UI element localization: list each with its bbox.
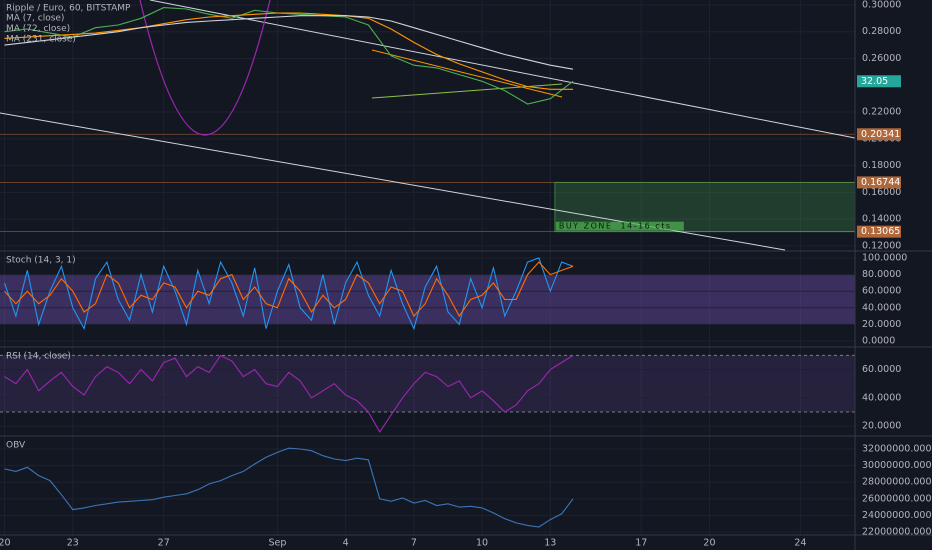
price-badge	[857, 225, 901, 238]
pane-title: Stoch (14, 3, 1)	[6, 256, 76, 266]
x-tick-label: 13	[544, 538, 556, 549]
buy-zone-label: BUY ZONE 14-16 cts	[559, 222, 672, 231]
x-tick-label: 23	[67, 538, 79, 549]
y-tick-label: 60.0000	[862, 364, 901, 375]
x-tick-label: 27	[158, 538, 170, 549]
y-tick-label: 0.16000	[862, 187, 901, 198]
trend-line	[149, 0, 856, 139]
pane-title: Ripple / Euro, 60, BITSTAMP	[6, 4, 131, 14]
band	[0, 355, 855, 413]
series-line	[3, 257, 574, 331]
y-tick-label: 100.0000	[862, 252, 907, 263]
parabola	[139, 0, 271, 136]
x-tick-label: 7	[411, 538, 417, 549]
buy-zone-tag	[555, 221, 684, 231]
y-tick-label: 40.0000	[862, 392, 901, 403]
grid-layer	[0, 0, 856, 535]
y-tick-label: 60.0000	[862, 286, 901, 297]
series-line	[4, 12, 573, 90]
pane-title: OBV	[6, 441, 26, 451]
price-badge-label: 0.13065	[861, 226, 900, 237]
legend-entry: MA (7, close)	[6, 14, 64, 24]
y-tick-label: 20.0000	[862, 319, 901, 330]
y-tick-label: 22000000.0000	[862, 527, 932, 538]
series-line	[4, 15, 574, 70]
y-tick-label: 0.12000	[862, 240, 901, 251]
trend-line	[371, 83, 563, 99]
y-tick-label: 80.0000	[862, 269, 901, 280]
x-tick-label: 20	[0, 538, 11, 549]
x-tick-label: 20	[703, 538, 715, 549]
y-tick-label: 0.28000	[862, 26, 901, 37]
x-tick-label: Sep	[268, 538, 286, 549]
x-tick-label: 17	[635, 538, 647, 549]
legend-entry: MA (72, close)	[6, 24, 70, 34]
series-line	[4, 261, 574, 318]
y-tick-label: 0.0000	[862, 336, 895, 347]
price-badge-label: 0.20341	[861, 129, 900, 140]
y-tick-label: 32000000.0000	[862, 444, 932, 455]
x-tick-label: 24	[794, 538, 806, 549]
price-badge-label: 0.16744	[861, 177, 900, 188]
y-tick-label: 24000000.0000	[862, 510, 932, 521]
pane-title: RSI (14, close)	[6, 352, 71, 362]
plots	[3, 7, 574, 528]
current-price-label: 32.05	[861, 76, 888, 87]
series-line	[4, 354, 574, 433]
y-tick-label: 0.18000	[862, 160, 901, 171]
series-line	[4, 7, 574, 105]
y-tick-label: 0.26000	[862, 53, 901, 64]
y-tick-label: 28000000.0000	[862, 477, 932, 488]
x-tick-label: 4	[343, 538, 349, 549]
y-tick-label: 0.22000	[862, 107, 901, 118]
y-tick-label: 30000000.0000	[862, 460, 932, 471]
price-badge	[857, 176, 901, 189]
price-badge	[857, 128, 901, 141]
y-tick-label: 26000000.0000	[862, 493, 932, 504]
current-price-badge	[857, 75, 901, 88]
y-tick-label: 0.30000	[862, 0, 901, 10]
y-tick-label: 20.0000	[862, 421, 901, 432]
x-tick-label: 10	[476, 538, 488, 549]
y-tick-label: 40.0000	[862, 302, 901, 313]
trend-line	[371, 49, 563, 98]
series-line	[4, 447, 574, 528]
legend-entry: MA (231, close)	[6, 35, 76, 45]
y-tick-label: 0.14000	[862, 214, 901, 225]
